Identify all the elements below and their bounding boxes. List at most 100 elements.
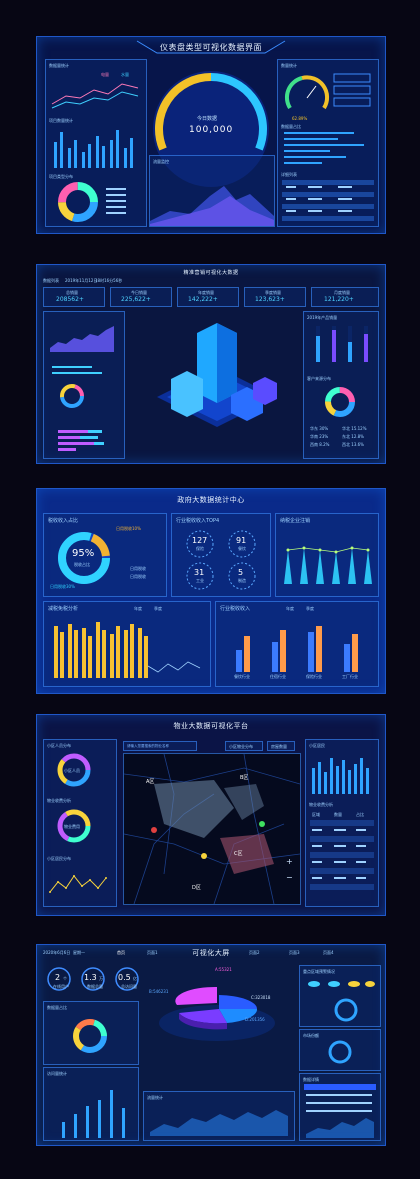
legend-item: 西北 13.6%: [342, 442, 364, 447]
reg-title: 纳税企业注销: [280, 518, 311, 524]
map-roads: [123, 753, 301, 905]
legend-item: 华北 15.12%: [342, 426, 367, 431]
kpi-2-value: 1.3: [84, 973, 97, 982]
legend-item: 华南 23%: [310, 434, 329, 439]
property-map[interactable]: A区 B区 C区 D区 + −: [123, 753, 301, 905]
panel2-header-left: 数据列表: [43, 278, 59, 283]
left-title-b: 物业收费分析: [47, 798, 71, 803]
ring-b-label: 物业费用: [64, 824, 80, 829]
line-chart-1: [51, 83, 139, 109]
stat-label: 年度销量: [198, 290, 214, 295]
right-progress-bars: [284, 132, 364, 164]
tab-page2[interactable]: 页面2: [249, 950, 260, 955]
dashboard-panel-5: 2020年6月6日 星期一 首页 页面1 可视化大屏 页面2 页面3 页面4 2…: [36, 944, 386, 1146]
cat-3: 保险行业: [306, 674, 322, 679]
weather-icons: [308, 981, 375, 1022]
panel4-left-column: 小区人员分布 小区人员 物业收费分析 物业费用 小区居民分布: [43, 739, 117, 907]
top4-value-4: 5: [238, 568, 244, 577]
gauge-value: 100,000: [189, 125, 234, 135]
right-title-b: 物业收费分析: [309, 802, 333, 807]
stat-card-2: 今日销量 225,622+: [110, 287, 172, 307]
kpi-3-value: 0.5: [118, 973, 131, 982]
panel2-right-column: 2019年产品销量 客户来源分布 华东 30% 华北 15.12% 华南 23%…: [303, 311, 379, 459]
ring-a: [57, 753, 91, 787]
market-ring: [328, 1040, 352, 1064]
bottom-left-title: 减税免税分析: [48, 606, 79, 612]
cancel-card: 纳税企业注销: [275, 513, 379, 597]
right-top-title: 2019年产品销量: [307, 315, 338, 320]
right-gauge-value: 62.89%: [292, 116, 308, 121]
house-count-button[interactable]: 房屋数量: [267, 741, 295, 751]
table-header-1: 区域: [312, 812, 320, 817]
bottom-right-title: 行业税收收入: [220, 606, 251, 612]
top4-value-1: 127: [192, 536, 208, 545]
tab-page3[interactable]: 页面3: [289, 950, 300, 955]
kpi-3-unit: 亿: [133, 976, 137, 981]
top4-label-1: 保险: [196, 546, 204, 551]
top4-label-2: 餐饮: [238, 546, 246, 551]
tab-page1[interactable]: 页面1: [147, 950, 158, 955]
top4-value-2: 91: [236, 536, 247, 545]
cat-4: 工厂行业: [342, 674, 358, 679]
panel5-weekday: 星期一: [73, 950, 85, 955]
pie-3d: [159, 986, 275, 1041]
top4-label-4: 制造: [238, 578, 246, 583]
share-card: 数据量占比: [43, 1001, 139, 1065]
isometric-city: [157, 323, 277, 427]
bottom-title-1: 流量统计: [147, 1095, 163, 1100]
area-c[interactable]: C区: [234, 851, 243, 857]
legend-2: 水量: [121, 72, 129, 77]
stat-value: 142,222+: [188, 296, 218, 303]
area-chart: [150, 186, 274, 226]
pie-label-b: B:546231: [149, 989, 169, 994]
pie-label-a: A:55321: [215, 967, 232, 972]
stat-card-5: 月度销量 121,220+: [311, 287, 379, 307]
tax-donut: [58, 532, 110, 584]
pie-label-d: D:201356: [245, 1017, 265, 1022]
stat-value: 225,622+: [121, 296, 151, 303]
right-table: [310, 820, 374, 890]
dashboard-panel-4: 物业大数据可视化平台 小区人员分布 小区人员 物业收费分析 物业费用 小区居民分…: [36, 714, 386, 916]
search-box[interactable]: 请输入您要搜索的物业名称: [123, 741, 197, 751]
panel1-left-column: 数据量统计 电量 水量 项目数量统计 项目类型分布: [45, 59, 147, 227]
panel4-title: 物业大数据可视化平台: [173, 722, 249, 730]
donut-label: 税收占比: [74, 562, 90, 567]
tab-home[interactable]: 首页: [117, 950, 125, 955]
area-select-button[interactable]: 小区物业分布: [225, 741, 263, 751]
tab-page4[interactable]: 页面4: [323, 950, 334, 955]
warning-card: 重点区域预警情况: [299, 965, 381, 1027]
legend-1: 电量: [101, 72, 109, 77]
left-title-a: 小区人员分布: [47, 743, 71, 748]
tax-relief-bars: [54, 622, 201, 678]
legend-b: 日用税收: [130, 574, 146, 579]
pie-label-c: C:323018: [251, 995, 271, 1000]
panel4-right-column: 小区居民 物业收费分析 区域 数量 占比: [305, 739, 379, 907]
zoom-controls[interactable]: + −: [284, 854, 294, 894]
area-d[interactable]: D区: [192, 885, 201, 891]
tax-title: 税收收入占比: [48, 518, 79, 524]
bottom-right-legend-2: 季度: [306, 606, 314, 611]
kpi-2-unit: 万: [99, 976, 103, 981]
left-title-c: 小区居民分布: [47, 856, 71, 861]
right-table: [282, 180, 374, 221]
panel2-date: 2019年11月12日: [65, 278, 98, 283]
svg-text:−: −: [286, 873, 293, 882]
traffic-area: [150, 1110, 288, 1136]
panel2-title: 精准营销可视化大数据: [183, 270, 239, 276]
right-bottom-title: 客户来源分布: [307, 376, 331, 381]
top4-card: 行业税收收入TOP4 127 保险 91 餐饮 31 工业 5 制造: [171, 513, 271, 597]
donut-chart-1: [58, 182, 126, 222]
cat-1: 餐饮行业: [234, 674, 250, 679]
area-b[interactable]: B区: [240, 775, 249, 781]
market-card: 市场份额: [299, 1029, 381, 1071]
top4-label-3: 工业: [196, 578, 204, 583]
dashboard-panel-3: 政府大数据统计中心 税收收入占比 95% 税收占比 日用税收10% 日用税收30…: [36, 488, 386, 694]
panel2-left-charts: [50, 326, 114, 451]
search-input[interactable]: 请输入您要搜索的物业名称: [127, 744, 169, 748]
stat-label: 月度销量: [334, 290, 350, 295]
visits-bars: [62, 1090, 125, 1138]
panel1-title: 仪表盘类型可视化数据界面: [160, 43, 262, 52]
detail-table: [304, 1084, 376, 1138]
ring-b: [57, 809, 91, 843]
area-a[interactable]: A区: [146, 779, 155, 785]
